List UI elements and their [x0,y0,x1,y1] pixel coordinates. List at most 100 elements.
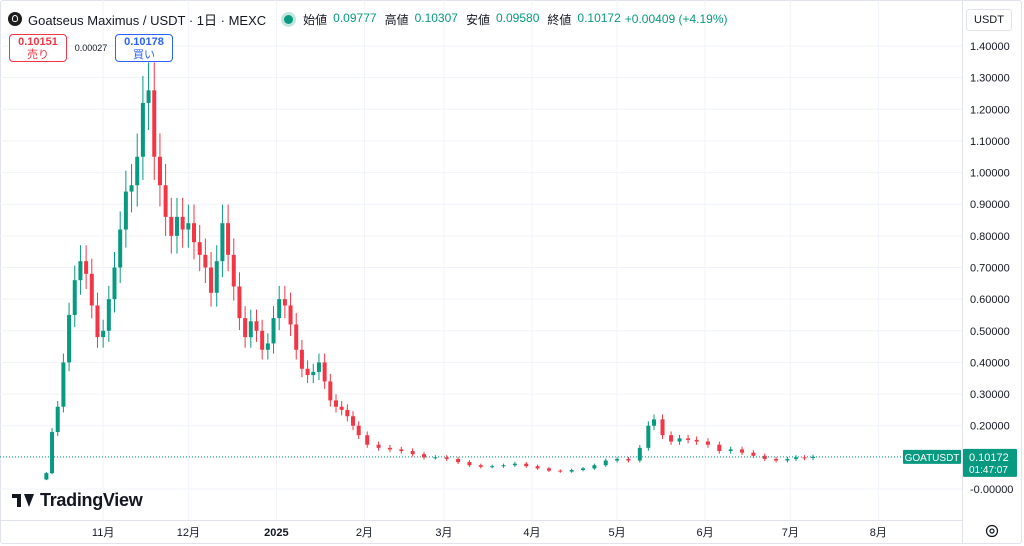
countdown-label: 01:47:07 [969,465,1008,476]
candle-body [95,305,100,338]
candle-body [226,223,231,255]
candle-body [129,185,134,192]
time-axis-border [0,520,962,521]
x-tick-label: 4月 [523,527,540,539]
y-tick-label: 0.30000 [970,389,1010,401]
close-label: 終値 [547,12,572,27]
x-tick-label: 6月 [697,527,714,539]
candle-body [717,444,722,452]
change-value: +0.00409 (+4.19%) [624,12,728,26]
candle-body [84,261,89,274]
candle-body [524,463,529,467]
low-value: 0.09580 [495,10,540,25]
x-tick-label: 7月 [782,527,799,539]
buy-price: 0.10178 [124,36,164,48]
candle-body [260,330,265,350]
candle-body [67,314,72,363]
y-tick-label: -0.00000 [970,484,1013,496]
grid-lines [0,0,962,520]
tradingview-mark-icon [12,494,34,507]
x-tick-label: 8月 [870,527,887,539]
candle-body [376,444,381,448]
goat-coin-icon [8,12,22,26]
open-label: 始値 [303,12,328,27]
candle-body [433,457,438,459]
candle-body [163,185,168,217]
candle-body [677,438,682,442]
candle-body [209,267,214,293]
candle-body [135,156,140,186]
candle-body [501,465,506,467]
last-price-label: 0.10172 [969,452,1009,464]
y-tick-label: 1.30000 [970,73,1010,85]
candle-body [157,156,162,186]
candle-body [705,441,710,445]
candle-body [299,349,304,369]
candle-body [101,330,106,338]
candle-body [660,419,665,436]
candle-body [72,280,77,315]
trade-buttons: 0.10151 売り 0.00027 0.10178 買い [9,34,173,62]
candle-body [410,451,415,455]
time-axis: 11月 12月 2025 2月 3月 4月 5月 6月 7月 8月 [92,527,887,539]
candle-body [118,229,123,268]
candle-body [305,368,310,376]
candle-body [248,321,253,338]
candle-body [55,406,60,433]
sell-button[interactable]: 0.10151 売り [9,34,67,62]
price-axis-border [962,0,963,544]
y-tick-label: 0.60000 [970,294,1010,306]
x-tick-label: 11月 [92,527,114,539]
candle-body [751,452,756,456]
symbol-tag-label: GOATUSDT [905,453,960,464]
candle-body [277,299,282,319]
candle-body [316,362,321,372]
y-tick-label: 0.20000 [970,421,1010,433]
candle-body [288,305,293,325]
candle-body [339,406,344,410]
candle-body [186,223,191,230]
candle-body [728,449,733,452]
candle-body [592,465,597,469]
gear-icon[interactable] [984,523,1000,539]
candle-body [169,216,174,236]
y-tick-label: 1.20000 [970,104,1010,116]
candle-body [180,216,185,230]
candle-body [203,254,208,268]
buy-button[interactable]: 0.10178 買い [115,34,173,62]
candle-body [535,466,540,469]
candle-body [444,457,449,459]
x-tick-label: 12月 [177,527,200,539]
tradingview-logo[interactable]: TradingView [12,490,143,511]
candle-body [61,362,66,407]
candle-body [146,90,151,103]
candle-body [467,462,472,466]
candle-body [271,318,276,344]
live-dot-icon [284,14,294,24]
open-value: 0.09777 [333,10,377,25]
candle-body [197,242,202,255]
y-tick-label: 0.40000 [970,357,1010,369]
candle-body [490,466,495,468]
candle-body [652,419,657,426]
candle-body [512,463,517,466]
symbol-title[interactable]: Goatseus Maximus / USDT · 1日 · MEXC [28,12,267,28]
candle-body [762,455,767,459]
candle-body [356,425,361,436]
candle-body [174,216,179,236]
symbol-tag [903,449,961,464]
candle-body [311,371,316,376]
candle-body [333,400,338,407]
candle-body [237,286,242,319]
candle-body [322,362,327,382]
candle-body [44,473,49,480]
candle-body [294,324,299,350]
y-tick-label: 1.00000 [970,168,1010,180]
candle-body [478,465,483,467]
brand-name: TradingView [40,490,143,510]
candle-body [282,299,287,306]
symbol-legend: Goatseus Maximus / USDT · 1日 · MEXC 始値 0.… [8,9,728,29]
candle-body [50,432,55,474]
currency-button[interactable]: USDT [966,9,1012,31]
